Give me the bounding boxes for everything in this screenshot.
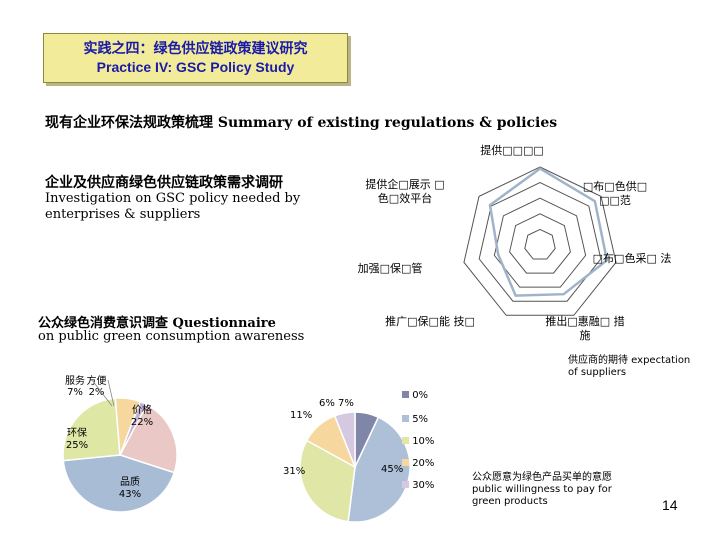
radar-ring xyxy=(509,213,571,274)
radar-label-4: 推出□惠融□ 措施 xyxy=(545,315,625,342)
pie-slice xyxy=(119,400,148,456)
title-chinese: 实践之四：绿色供应链政策建议研究 xyxy=(83,41,308,57)
pie1-label-price: 价格 22% xyxy=(130,405,154,428)
legend-label: 0% xyxy=(412,390,429,401)
pie-chart-2 xyxy=(300,411,410,523)
summary-heading: 现有企业环保法规政策梳理 Summary of existing regulat… xyxy=(45,115,558,131)
page-number: 14 xyxy=(662,497,678,513)
pie2-pct-11: 11% xyxy=(290,410,313,421)
radar-label-7: 提供企□展示 □色□效平台 xyxy=(365,178,445,205)
legend-label: 5% xyxy=(412,414,429,425)
radar-label-6: 加强□保□管 xyxy=(357,262,423,275)
legend-item-0: 0% xyxy=(402,390,428,401)
legend-swatch xyxy=(402,459,409,466)
questionnaire-subtitle: on public green consumption awareness xyxy=(38,329,305,344)
questionnaire-heading: 公众绿色消费意识调查 Questionnaire xyxy=(38,316,276,331)
legend-swatch xyxy=(402,437,409,444)
pie-slice xyxy=(300,439,356,523)
pie-slice xyxy=(333,411,356,468)
pie2-pct-31: 31% xyxy=(283,466,306,477)
pie2-pct-7: 7% xyxy=(338,398,354,409)
investigation-heading: 企业及供应商绿色供应链政策需求调研 xyxy=(45,175,283,191)
radar-grid xyxy=(463,166,617,316)
radar-series xyxy=(488,167,609,297)
legend-item-4: 30% xyxy=(402,480,434,491)
pie2-caption: 公众愿意为绿色产品买单的意愿 public willingness to pay… xyxy=(472,472,612,507)
radar-ring xyxy=(463,166,617,316)
legend-label: 20% xyxy=(412,458,435,469)
investigation-subtitle: Investigation on GSC policy needed by en… xyxy=(45,191,301,222)
legend-swatch xyxy=(402,481,409,488)
legend-swatch xyxy=(402,415,409,422)
radar-chart xyxy=(463,166,617,316)
legend-label: 30% xyxy=(412,480,435,491)
title-box: 实践之四：绿色供应链政策建议研究 Practice IV: GSC Policy… xyxy=(43,33,348,83)
pie1-label-convenience: 方便 2% xyxy=(86,376,107,398)
pie-slice xyxy=(118,403,178,474)
legend-swatch xyxy=(402,391,409,398)
pie1-label-quality: 品质 43% xyxy=(118,477,142,500)
pie1-leader-lines xyxy=(91,379,115,407)
pie2-pct-6: 6% xyxy=(319,398,335,409)
legend-item-1: 5% xyxy=(402,414,428,425)
radar-ring xyxy=(478,182,602,302)
radar-label-1: 提供□□□□ xyxy=(480,144,544,157)
pie-slice xyxy=(62,454,176,513)
pie2-pct-45: 45% xyxy=(381,464,404,475)
pie1-label-env: 环保 25% xyxy=(65,428,89,451)
radar-ring xyxy=(493,197,587,288)
legend-item-3: 20% xyxy=(402,458,434,469)
radar-caption: 供应商的期待 expectation of suppliers xyxy=(568,355,691,378)
pie-chart-1 xyxy=(62,397,178,513)
radar-label-5: 推广□保□能 技□ xyxy=(385,315,475,328)
legend-label: 10% xyxy=(412,436,435,447)
radar-label-3: □布□色采□ 法 xyxy=(592,252,672,265)
pie-slice xyxy=(62,397,121,462)
pie1-label-service: 服务 7% xyxy=(65,376,85,398)
radar-label-2: □布□色供□ □□范 xyxy=(582,180,648,207)
radar-ring xyxy=(524,228,556,260)
legend-item-2: 10% xyxy=(402,436,434,447)
title-english: Practice IV: GSC Policy Study xyxy=(96,59,295,75)
